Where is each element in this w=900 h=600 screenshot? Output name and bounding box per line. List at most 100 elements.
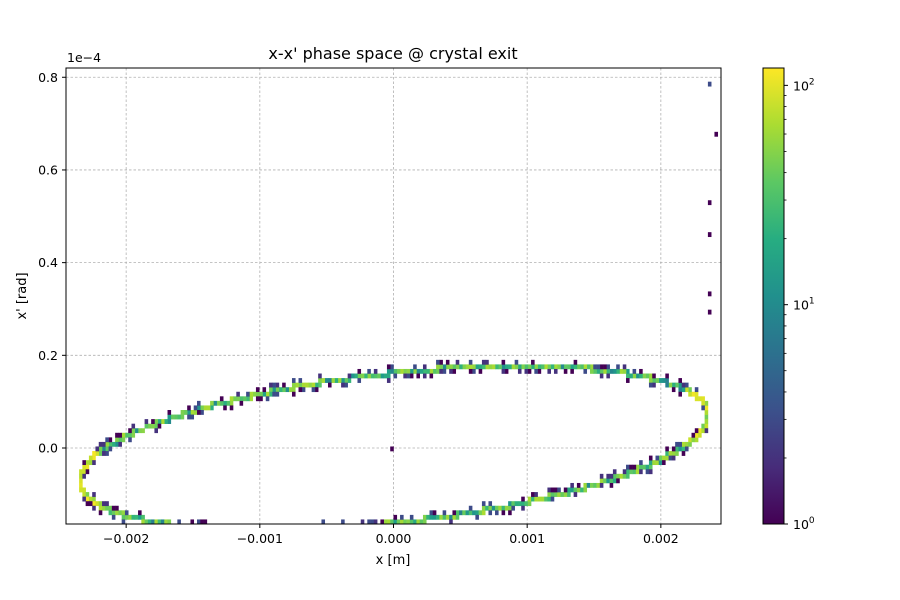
histogram-bin (282, 382, 286, 388)
histogram-bin (419, 519, 424, 525)
histogram-bin (704, 419, 709, 424)
histogram-bin (406, 368, 411, 374)
histogram-bin (147, 423, 152, 429)
histogram-bin (521, 496, 525, 502)
histogram-bin (455, 514, 460, 520)
histogram-bin (622, 364, 627, 370)
histogram-bin (452, 514, 457, 520)
histogram-bin (658, 455, 663, 461)
histogram-bin (422, 364, 427, 370)
histogram-bin (396, 519, 401, 525)
histogram-bin (88, 501, 93, 507)
histogram-bin (701, 396, 705, 402)
y-axis-label: x' [rad] (15, 272, 30, 319)
histogram-bin (229, 396, 234, 402)
histogram-bin (596, 482, 601, 488)
histogram-bin (639, 460, 643, 466)
histogram-bin (370, 373, 375, 379)
histogram-bin (167, 414, 172, 420)
histogram-bin (694, 432, 699, 438)
histogram-bin (652, 460, 656, 466)
histogram-bin (95, 451, 100, 456)
colorbar: 100 101 102 (762, 67, 815, 532)
histogram-bin (501, 510, 506, 516)
y-tick-label: 0.8 (38, 70, 58, 85)
histogram-bin (626, 469, 630, 475)
histogram-bin (626, 473, 630, 479)
histogram-bin (383, 519, 388, 525)
histogram-bin (88, 455, 93, 461)
histogram-bin (612, 469, 617, 475)
histogram-bin (102, 441, 106, 447)
histogram-bin (436, 514, 440, 520)
histogram-bin (419, 368, 424, 374)
histogram-bin (570, 482, 574, 488)
histogram-bin (694, 428, 699, 434)
histogram-bin (102, 446, 106, 452)
histogram-bin (128, 428, 132, 434)
histogram-bin (386, 364, 391, 370)
histogram-bin (386, 373, 391, 379)
histogram-bin (632, 368, 637, 374)
histogram-bin (481, 359, 486, 365)
histogram-bin (475, 510, 479, 516)
histogram-bin (432, 514, 437, 520)
histogram-bin (511, 505, 515, 511)
histogram-bin (498, 364, 502, 370)
histogram-bin (121, 437, 126, 443)
histogram-bin (639, 469, 643, 475)
histogram-bin (481, 505, 486, 511)
histogram-bin (92, 460, 96, 466)
histogram-bin (164, 519, 168, 525)
histogram-bin (216, 400, 221, 406)
histogram-bin (115, 441, 119, 447)
histogram-bin (511, 364, 515, 370)
histogram-bin (422, 373, 427, 379)
histogram-bin (400, 519, 404, 525)
histogram-bin (92, 455, 96, 461)
histogram-bin (590, 482, 594, 488)
histogram-bin (514, 501, 519, 507)
histogram-bin (557, 364, 561, 370)
histogram-bin (108, 505, 113, 511)
histogram-bin (488, 505, 493, 511)
histogram-bin (390, 519, 394, 525)
histogram-bin (609, 368, 614, 374)
histogram-bin (560, 364, 565, 370)
histogram-bin (131, 428, 136, 434)
histogram-bin (547, 364, 551, 370)
histogram-bin (121, 510, 126, 516)
histogram-bin (413, 368, 417, 374)
histogram-bin (367, 373, 371, 379)
histogram-bin (701, 400, 705, 406)
histogram-bin (475, 514, 479, 520)
histogram-bin (167, 410, 172, 415)
histogram-bin (632, 469, 637, 475)
histogram-bin (498, 505, 502, 511)
histogram-bin (603, 368, 607, 374)
histogram-bin (98, 451, 103, 456)
histogram-bin (98, 446, 103, 452)
histogram-bin (449, 519, 453, 525)
histogram-bin (547, 492, 551, 497)
colorbar-ticks: 100 101 102 (784, 77, 815, 532)
histogram-bin (118, 510, 122, 516)
histogram-bin (596, 364, 601, 370)
histogram-bin (360, 519, 365, 525)
histogram-bin (478, 368, 483, 374)
histogram-bin (118, 441, 122, 447)
histogram-bin (553, 368, 558, 374)
histogram-bin (576, 364, 581, 370)
histogram-bin (531, 492, 535, 497)
histogram-bin (85, 464, 90, 470)
histogram-bin (586, 482, 591, 488)
histogram-bin (514, 364, 519, 370)
histogram-bin (665, 382, 669, 388)
histogram-bin (681, 382, 686, 388)
histogram-bin (177, 414, 181, 420)
colorbar-gradient (763, 68, 784, 524)
histogram-bin (252, 391, 257, 397)
histogram-bin (115, 432, 119, 438)
histogram-bin (85, 469, 90, 475)
histogram-bin (655, 460, 660, 466)
